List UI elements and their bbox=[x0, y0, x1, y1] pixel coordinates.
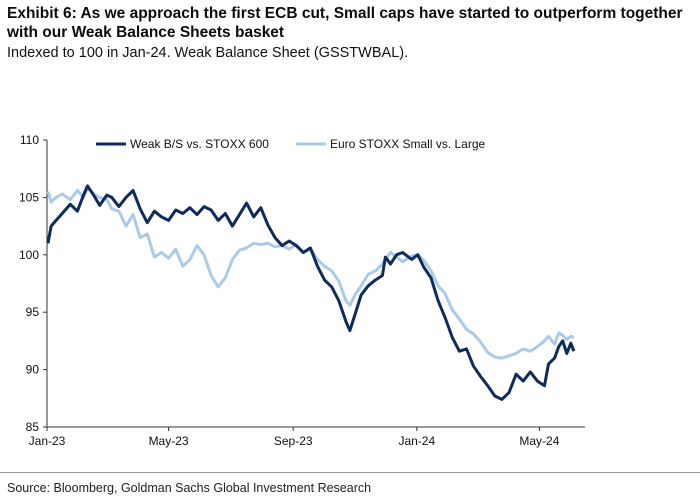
y-tick-label: 105 bbox=[19, 190, 39, 204]
line-chart: 85 90 95 100 105 110 Jan-23 May-23 Sep-23 Jan-24 M… bbox=[19, 133, 585, 448]
x-tick-label: May-23 bbox=[149, 434, 189, 448]
legend-label: Weak B/S vs. STOXX 600 bbox=[130, 137, 269, 151]
chart-title: Exhibit 6: As we approach the first ECB … bbox=[7, 5, 683, 41]
y-tick-label: 95 bbox=[26, 305, 40, 319]
y-tick-label: 85 bbox=[26, 420, 40, 434]
y-tick-label: 90 bbox=[26, 363, 40, 377]
y-tick-label: 110 bbox=[20, 133, 39, 147]
series-line-weak-bs bbox=[46, 184, 576, 401]
x-tick-label: Jan-23 bbox=[29, 434, 66, 448]
x-tick-label: Jan-24 bbox=[398, 434, 435, 448]
y-tick-label: 100 bbox=[19, 248, 39, 262]
footer-divider bbox=[0, 472, 700, 473]
legend-label: Euro STOXX Small vs. Large bbox=[330, 137, 486, 151]
source-note: Source: Bloomberg, Goldman Sachs Global … bbox=[7, 481, 372, 495]
x-tick-label: May-24 bbox=[519, 434, 559, 448]
series-line-small-vs-large bbox=[46, 186, 575, 360]
x-tick-label: Sep-23 bbox=[274, 434, 313, 448]
chart-subtitle: Indexed to 100 in Jan-24. Weak Balance S… bbox=[7, 45, 409, 61]
